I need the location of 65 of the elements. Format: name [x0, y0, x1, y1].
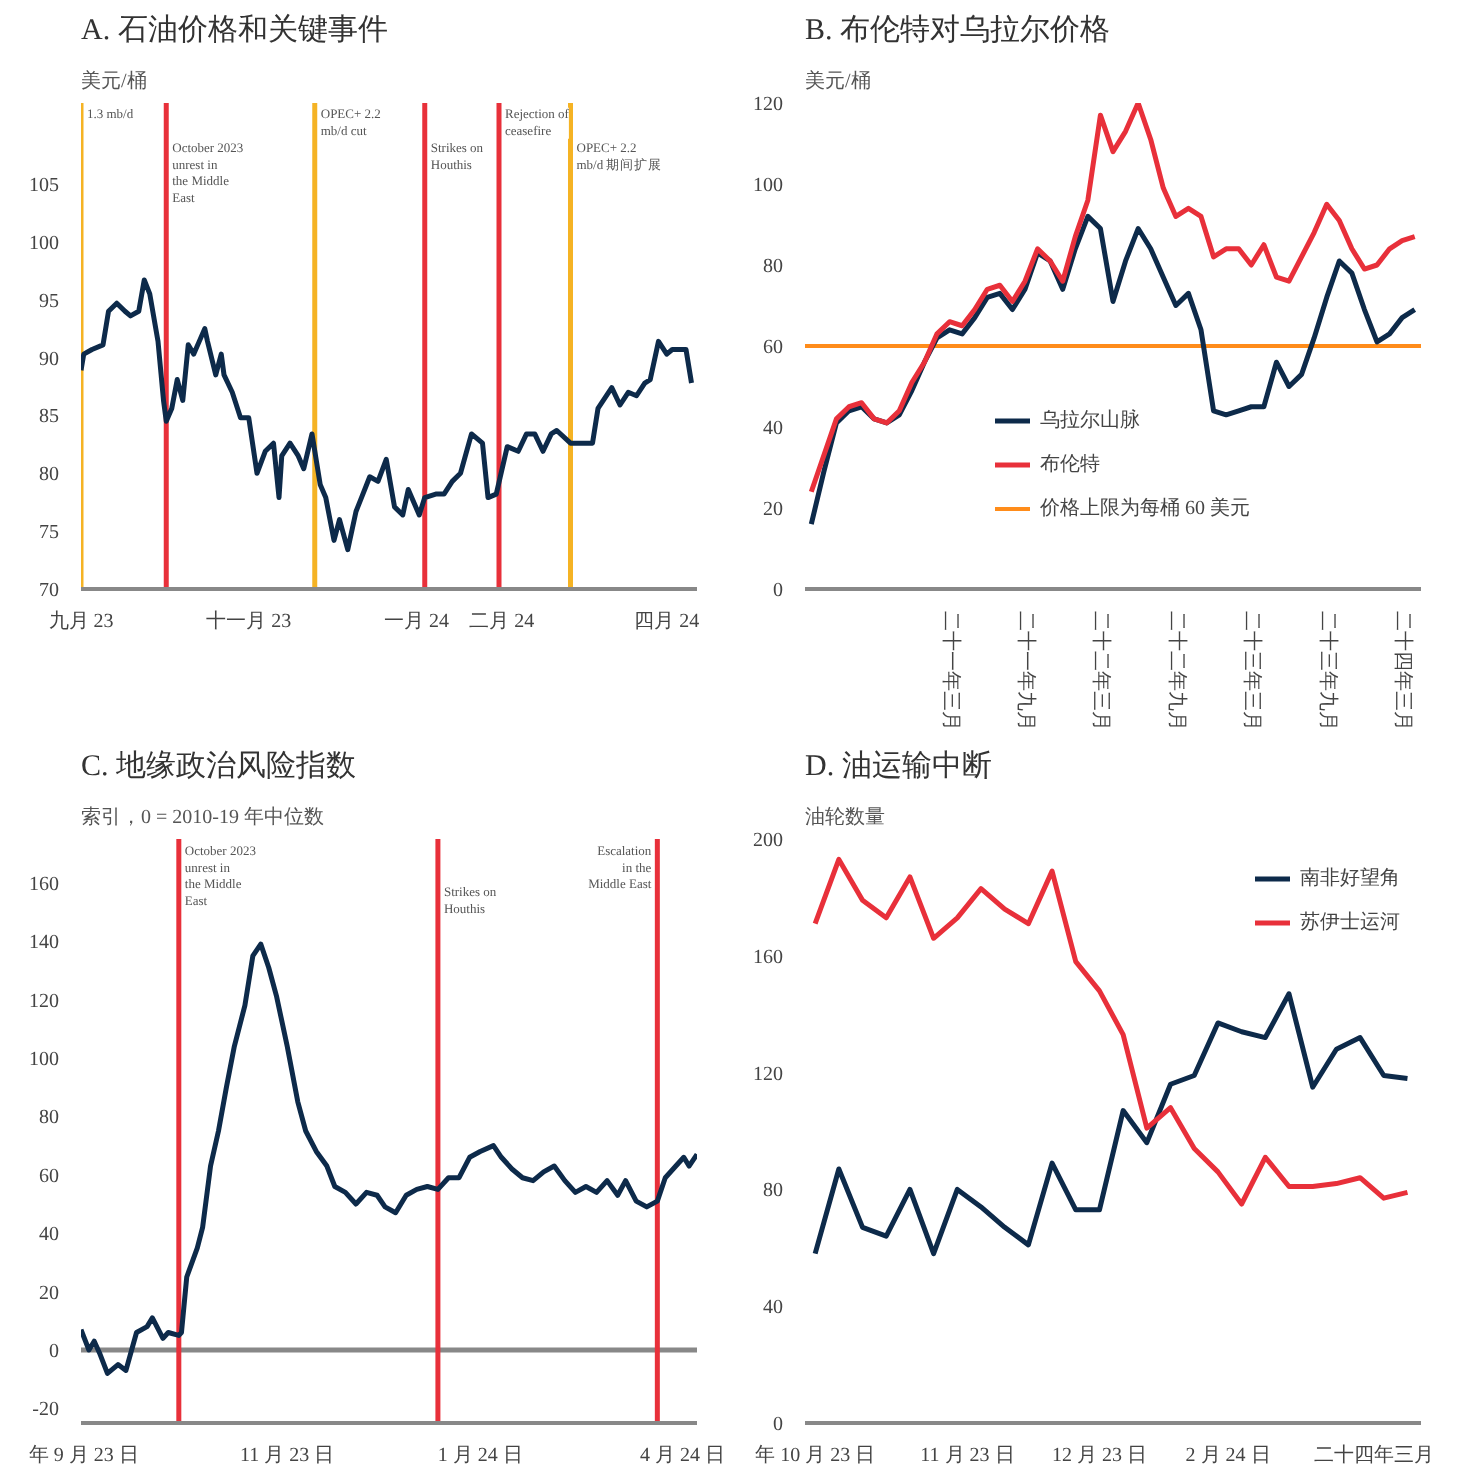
x-tick-label: 11 月 23 日: [920, 1445, 1015, 1467]
legend-label: 苏伊士运河: [1300, 909, 1400, 936]
y-tick-label: 20: [763, 499, 783, 521]
x-tick-label: 二十二年九月: [1164, 611, 1189, 731]
y-tick-label: 100: [29, 232, 59, 255]
y-tick-label: 105: [29, 175, 59, 197]
chart-title: A. 石油价格和关键事件: [81, 13, 388, 47]
y-tick-label: 60: [39, 1165, 59, 1188]
x-tick-label: 二十三年三月: [1240, 611, 1265, 731]
x-tick-label: 二十二年三月: [1089, 611, 1114, 731]
y-axis-title: 美元/桶: [805, 69, 871, 93]
x-tick-label: 12 月 23 日: [1051, 1445, 1147, 1467]
y-tick-label: 40: [39, 1224, 59, 1247]
y-tick-label: 95: [39, 290, 59, 313]
y-tick-label: 80: [39, 464, 59, 487]
x-tick-label: 十一月 23: [206, 609, 292, 633]
legend-label: 布伦特: [1040, 451, 1100, 478]
x-tick-label: 九月 23: [48, 609, 114, 633]
x-tick-label: 二十四年三月: [1391, 611, 1416, 731]
y-tick-label: 120: [753, 94, 783, 116]
y-tick-label: 100: [753, 175, 783, 197]
y-tick-label: 20: [39, 1282, 59, 1305]
y-tick-label: 90: [39, 348, 59, 371]
y-tick-label: 80: [763, 1180, 783, 1203]
y-tick-label: 100: [29, 1049, 59, 1071]
x-tick-label: 二十一年三月: [938, 611, 963, 731]
y-tick-label: 70: [39, 580, 59, 602]
x-tick-label: 二月 24: [469, 611, 535, 633]
x-tick-label: 二十三年九月: [1315, 611, 1340, 731]
x-tick-label: 二十一年九月: [1014, 611, 1038, 731]
x-tick-label: 二十四年三月: [1313, 1443, 1434, 1467]
y-axis-title: 美元/桶: [81, 69, 147, 93]
y-tick-label: 120: [753, 1063, 783, 1086]
chart-title: D. 油运输中断: [805, 749, 992, 783]
legend-label: 价格上限为每桶 60 美元: [1040, 495, 1250, 522]
x-tick-label: 年 9 月 23 日: [28, 1443, 139, 1467]
y-tick-label: 80: [39, 1107, 59, 1130]
y-tick-label: 40: [763, 1297, 783, 1320]
y-tick-label: 0: [773, 580, 783, 602]
y-tick-label: 160: [753, 946, 783, 969]
x-tick-label: 年 10 月 23 日: [755, 1443, 876, 1467]
y-tick-label: 0: [49, 1341, 59, 1363]
y-tick-label: 0: [773, 1414, 783, 1436]
y-tick-label: 40: [763, 418, 783, 440]
y-tick-label: 60: [763, 337, 783, 359]
x-tick-label: 2 月 24 日: [1185, 1445, 1271, 1467]
y-tick-label: 75: [39, 522, 59, 545]
y-tick-label: 200: [753, 830, 783, 852]
y-tick-label: 160: [29, 873, 59, 896]
y-tick-label: 80: [763, 256, 783, 278]
y-tick-label: 140: [29, 932, 59, 955]
y-axis-title: 索引，0 = 2010-19 年中位数: [81, 805, 324, 829]
y-tick-label: 85: [39, 406, 59, 429]
x-tick-label: 11 月 23 日: [240, 1445, 335, 1467]
x-tick-label: 1 月 24 日: [437, 1445, 523, 1467]
y-tick-label: 120: [29, 990, 59, 1013]
y-tick-label: -20: [32, 1399, 60, 1422]
legend-label: 乌拉尔山脉: [1040, 407, 1140, 434]
x-tick-label: 四月 24: [634, 611, 700, 633]
chart-title: C. 地缘政治风险指数: [81, 749, 357, 783]
x-tick-label: 4 月 24 日: [640, 1445, 725, 1467]
x-tick-label: 一月 24: [384, 611, 449, 633]
legend-label: 南非好望角: [1300, 865, 1400, 892]
chart-title: B. 布伦特对乌拉尔价格: [805, 13, 1111, 47]
y-axis-title: 油轮数量: [805, 805, 885, 829]
